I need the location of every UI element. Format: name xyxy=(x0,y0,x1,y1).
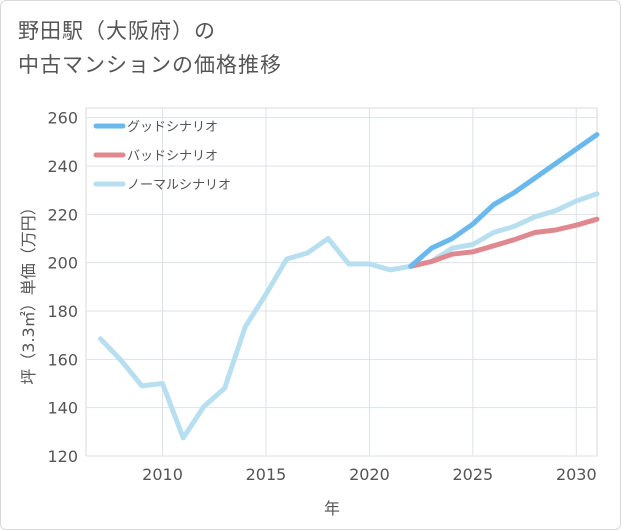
legend-label: ノーマルシナリオ xyxy=(127,178,231,193)
y-tick-label: 180 xyxy=(47,302,78,321)
y-tick-label: 160 xyxy=(47,350,78,369)
legend-label: グッドシナリオ xyxy=(127,120,218,135)
y-axis-title: 坪（3.3㎡）単価（万円） xyxy=(19,199,38,384)
legend-label: バッドシナリオ xyxy=(127,149,218,164)
chart-title-line2: 中古マンションの価格推移 xyxy=(18,53,282,77)
legend-item-bad: バッドシナリオ xyxy=(93,149,218,164)
y-tick-label: 240 xyxy=(47,157,78,176)
y-tick-label: 200 xyxy=(47,254,78,273)
y-tick-label: 220 xyxy=(47,205,78,224)
series-line-bad xyxy=(408,216,600,269)
x-axis-ticks: 2010 2015 2020 2025 2030 xyxy=(142,465,596,484)
chart-title: 野田駅（大阪府）の 中古マンションの価格推移 xyxy=(18,14,282,82)
series-line-good xyxy=(408,132,600,269)
x-tick-label: 2030 xyxy=(556,465,597,484)
x-tick-label: 2015 xyxy=(246,465,287,484)
x-axis-title: 年 xyxy=(324,499,340,518)
y-tick-label: 120 xyxy=(47,447,78,466)
legend-item-good: グッドシナリオ xyxy=(93,120,218,135)
x-tick-label: 2025 xyxy=(453,465,494,484)
y-axis-ticks: 120 140 160 180 200 220 240 260 xyxy=(47,109,78,466)
x-tick-label: 2020 xyxy=(349,465,390,484)
gridlines xyxy=(86,108,597,457)
y-tick-label: 140 xyxy=(47,399,78,418)
legend-item-normal: ノーマルシナリオ xyxy=(93,178,231,193)
series-line-normal xyxy=(98,191,600,441)
series-lines xyxy=(98,132,600,441)
x-tick-label: 2010 xyxy=(142,465,183,484)
chart-title-line1: 野田駅（大阪府）の xyxy=(18,19,216,43)
y-tick-label: 260 xyxy=(47,109,78,128)
